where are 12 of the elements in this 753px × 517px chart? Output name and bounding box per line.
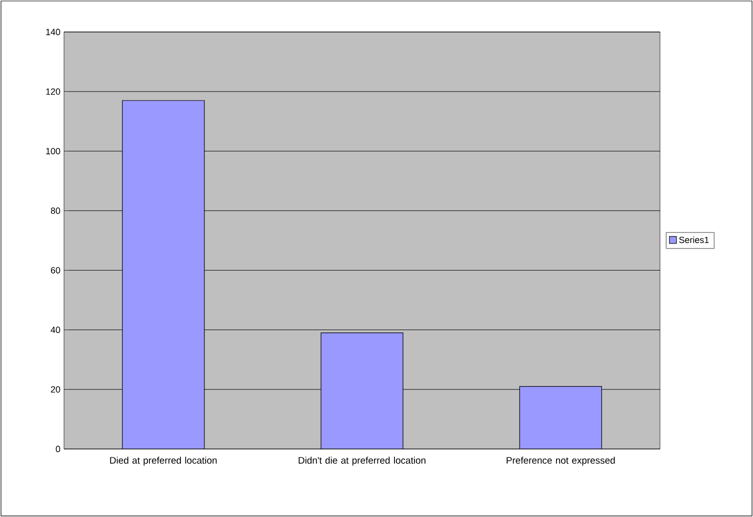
y-tick-label: 140 — [46, 28, 60, 36]
legend-label: Series1 — [679, 236, 709, 244]
y-tick-label: 80 — [50, 208, 60, 214]
y-tick-label: 40 — [50, 326, 60, 334]
y-tick-label: 120 — [46, 88, 60, 95]
y-tick-label: 20 — [50, 386, 60, 393]
x-tick-label: Preference not expressed — [506, 456, 615, 466]
x-tick-label: Didn't die at preferred location — [298, 456, 426, 466]
x-tick-label: Died at preferred location — [110, 456, 217, 466]
y-tick-label: 0 — [56, 446, 60, 452]
y-tick-label: 60 — [50, 267, 60, 274]
y-tick-label: 100 — [46, 148, 60, 154]
